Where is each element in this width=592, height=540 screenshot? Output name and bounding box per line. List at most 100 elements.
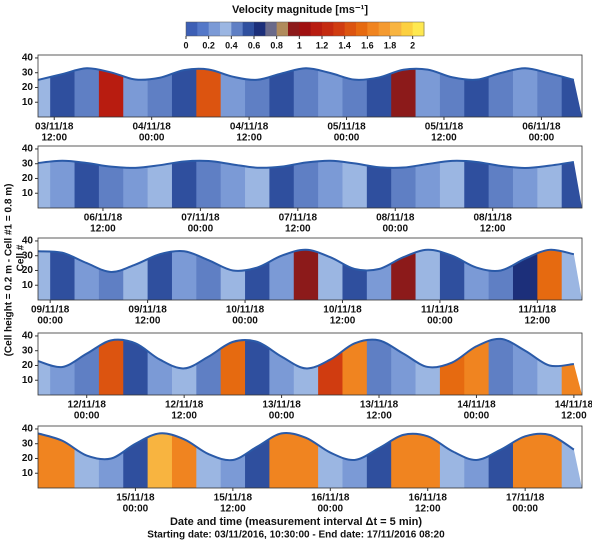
x-tick-label: 04/11/18: [230, 122, 269, 133]
velocity-cell: [74, 432, 100, 488]
colorbar-tick-label: 2: [410, 40, 415, 50]
colorbar-swatch: [220, 22, 232, 36]
colorbar-tick-label: 1.6: [361, 40, 374, 50]
velocity-cell: [220, 338, 246, 395]
velocity-cell: [342, 68, 368, 117]
velocity-cell: [391, 432, 416, 488]
velocity-cell: [50, 68, 75, 117]
x-tick-label: 11/11/18: [518, 305, 556, 316]
velocity-cell: [50, 249, 75, 300]
y-tick-label: 10: [22, 468, 34, 479]
velocity-cell: [293, 249, 319, 300]
velocity-cell: [439, 432, 465, 488]
velocity-cell: [245, 160, 270, 208]
x-tick-label: 15/11/18: [116, 493, 155, 504]
panel-cells: [38, 160, 582, 208]
water-surface: [37, 67, 575, 81]
water-surface: [37, 248, 575, 273]
colorbar-tick-label: 0.4: [225, 40, 238, 50]
x-tick-label: 09/11/18: [31, 305, 70, 316]
velocity-cell: [318, 68, 343, 117]
y-tick-label: 20: [22, 265, 34, 276]
y-tick-label: 30: [22, 67, 34, 78]
velocity-cell: [439, 160, 465, 208]
x-tick-label: 09/11/18: [128, 305, 167, 316]
x-tick-label: 10/11/18: [323, 305, 362, 316]
x-tick-label: 16/11/18: [311, 493, 350, 504]
velocity-cell: [147, 160, 173, 208]
panel-cells: [38, 338, 582, 395]
velocity-cell: [415, 432, 441, 488]
panel-cells: [38, 432, 582, 488]
x-tick-label: 12:00: [220, 504, 246, 515]
y-tick-label: 40: [22, 236, 34, 247]
velocity-cell: [512, 160, 538, 208]
x-tick-label: 12:00: [525, 316, 551, 327]
x-axis-label: Date and time (measurement interval Δt =…: [170, 516, 422, 528]
water-surface: [37, 337, 574, 370]
velocity-cell: [537, 249, 563, 300]
velocity-cell: [74, 338, 100, 395]
x-tick-label: 17/11/18: [506, 493, 545, 504]
y-tick-label: 20: [22, 360, 34, 371]
x-tick-label: 10/11/18: [226, 305, 265, 316]
colorbar-swatch: [186, 22, 198, 36]
x-tick-label: 08/11/18: [376, 213, 415, 224]
panel-frame: [37, 54, 583, 118]
velocity-cell: [537, 338, 563, 395]
velocity-cell: [123, 338, 149, 395]
x-tick-label: 12:00: [171, 411, 197, 422]
x-tick-label: 06/11/18: [84, 213, 123, 224]
colorbar-tick-label: 0.8: [270, 40, 283, 50]
velocity-cell: [196, 249, 222, 300]
velocity-cell: [537, 68, 563, 117]
x-tick-label: 12:00: [330, 316, 356, 327]
x-tick-label: 05/11/18: [425, 122, 464, 133]
colorbar-swatch: [276, 22, 289, 36]
x-tick-label: 00:00: [334, 133, 360, 144]
x-tick-label: 12:00: [431, 133, 457, 144]
colorbar-tick-label: 1: [297, 40, 302, 50]
velocity-cell: [293, 160, 319, 208]
y-tick-label: 20: [22, 82, 34, 93]
velocity-cell: [123, 432, 149, 488]
velocity-cell: [439, 68, 465, 117]
y-tick-label: 10: [22, 280, 34, 291]
velocity-cell: [147, 249, 173, 300]
water-surface: [37, 159, 575, 169]
y-tick-label: 30: [22, 345, 34, 356]
velocity-cell: [123, 160, 149, 208]
y-tick-label: 10: [22, 375, 34, 386]
velocity-cell: [391, 68, 416, 117]
velocity-cell: [245, 432, 270, 488]
x-tick-label: 12:00: [41, 133, 67, 144]
x-tick-label: 06/11/18: [522, 122, 561, 133]
velocity-cell: [38, 160, 51, 208]
x-tick-label: 14/11/18: [555, 400, 592, 411]
velocity-cell: [269, 432, 295, 488]
x-tick-label: 12:00: [236, 133, 262, 144]
colorbar-swatch: [390, 22, 402, 36]
velocity-cell: [245, 68, 270, 117]
velocity-cell: [38, 249, 51, 300]
velocity-cell: [38, 432, 51, 488]
x-tick-label: 12:00: [561, 411, 587, 422]
panel-cells: [38, 68, 582, 117]
x-tick-label: 00:00: [512, 504, 538, 515]
x-tick-label: 00:00: [269, 411, 295, 422]
velocity-cell: [38, 68, 51, 117]
velocity-cell: [366, 160, 392, 208]
velocity-cell: [537, 160, 563, 208]
x-tick-label: 08/11/18: [473, 213, 512, 224]
x-tick-label: 12/11/18: [68, 400, 107, 411]
velocity-cell: [561, 160, 582, 208]
colorbar-swatch: [412, 22, 425, 36]
velocity-cell: [123, 68, 149, 117]
colorbar-swatch: [356, 22, 368, 36]
caption: Starting date: 03/11/2016, 10:30:00 - En…: [147, 530, 445, 540]
velocity-cell: [50, 432, 75, 488]
velocity-cell: [220, 249, 246, 300]
y-tick-label: 40: [22, 424, 34, 435]
velocity-cell: [269, 160, 295, 208]
